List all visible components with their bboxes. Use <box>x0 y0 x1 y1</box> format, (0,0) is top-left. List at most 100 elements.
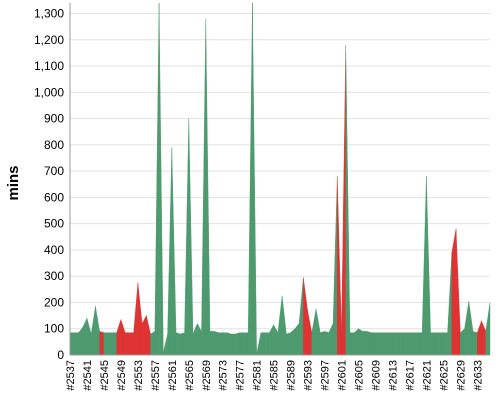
build-2555-duration[interactable] <box>146 315 151 356</box>
build-2542-duration[interactable] <box>91 306 96 356</box>
build-2615-duration[interactable] <box>400 332 406 356</box>
build-2596-duration[interactable] <box>320 331 325 356</box>
build-2557-duration[interactable] <box>154 2 160 356</box>
build-2566-duration[interactable] <box>192 323 198 356</box>
build-2540-duration[interactable] <box>82 318 88 356</box>
build-2613-duration[interactable] <box>392 332 397 356</box>
build-2544-duration[interactable] <box>99 331 105 356</box>
build-2586-duration[interactable] <box>277 295 283 356</box>
build-2543-duration[interactable] <box>95 306 100 356</box>
build-2549-duration[interactable] <box>120 319 126 356</box>
build-2541-duration[interactable] <box>86 318 92 356</box>
build-2537-duration[interactable] <box>69 332 75 356</box>
build-2619-duration[interactable] <box>417 332 423 356</box>
build-2548-duration[interactable] <box>116 319 122 356</box>
build-2625-duration[interactable] <box>443 332 448 356</box>
build-2584-duration[interactable] <box>269 324 274 356</box>
build-2538-duration[interactable] <box>74 332 79 356</box>
build-2618-duration[interactable] <box>413 332 419 356</box>
build-2568-duration[interactable] <box>201 18 206 356</box>
build-2558-duration[interactable] <box>158 2 164 356</box>
build-2610-duration[interactable] <box>379 332 385 356</box>
build-2598-duration[interactable] <box>328 323 334 356</box>
build-2587-duration[interactable] <box>281 295 287 356</box>
build-2612-duration[interactable] <box>387 332 393 356</box>
build-2629-duration[interactable] <box>460 328 465 356</box>
build-2551-duration[interactable] <box>129 332 134 356</box>
build-2592-duration[interactable] <box>303 277 308 356</box>
build-2571-duration[interactable] <box>214 331 219 356</box>
build-2574-duration[interactable] <box>226 332 232 356</box>
build-2626-duration[interactable] <box>447 252 453 356</box>
build-2554-duration[interactable] <box>141 315 147 356</box>
build-2581-duration[interactable] <box>256 332 262 356</box>
build-2605-duration[interactable] <box>358 328 363 356</box>
build-2599-duration[interactable] <box>332 176 338 356</box>
build-2564-duration[interactable] <box>184 118 189 356</box>
build-2561-duration[interactable] <box>171 147 177 356</box>
build-2567-duration[interactable] <box>197 323 202 356</box>
build-2575-duration[interactable] <box>231 333 236 356</box>
build-2570-duration[interactable] <box>209 331 215 356</box>
build-2604-duration[interactable] <box>354 328 359 356</box>
build-2606-duration[interactable] <box>362 331 368 356</box>
build-2600-duration[interactable] <box>337 176 342 356</box>
build-2631-duration[interactable] <box>468 301 474 356</box>
build-2573-duration[interactable] <box>222 332 228 356</box>
build-2628-duration[interactable] <box>455 228 461 356</box>
build-2560-duration[interactable] <box>167 147 173 356</box>
build-2622-duration[interactable] <box>430 332 436 356</box>
build-2545-duration[interactable] <box>103 332 109 356</box>
build-2634-duration[interactable] <box>481 320 486 356</box>
build-2579-duration[interactable] <box>247 2 253 356</box>
build-2582-duration[interactable] <box>260 332 266 356</box>
build-2562-duration[interactable] <box>175 332 181 356</box>
build-2603-duration[interactable] <box>349 332 355 356</box>
build-2539-duration[interactable] <box>78 326 83 356</box>
build-2608-duration[interactable] <box>371 332 376 356</box>
build-2546-duration[interactable] <box>107 332 113 356</box>
build-2578-duration[interactable] <box>243 332 249 356</box>
build-2585-duration[interactable] <box>273 324 279 356</box>
build-2623-duration[interactable] <box>434 332 440 356</box>
build-2547-duration[interactable] <box>112 332 117 356</box>
build-2563-duration[interactable] <box>180 332 185 356</box>
build-2633-duration[interactable] <box>477 320 482 356</box>
build-2594-duration[interactable] <box>311 308 317 356</box>
x-tick-label: #2613 <box>387 360 399 391</box>
build-2607-duration[interactable] <box>366 331 372 356</box>
build-2595-duration[interactable] <box>315 308 321 356</box>
build-2590-duration[interactable] <box>294 322 300 356</box>
build-2572-duration[interactable] <box>218 332 223 356</box>
build-2621-duration[interactable] <box>426 176 431 356</box>
build-2624-duration[interactable] <box>438 332 444 356</box>
build-2577-duration[interactable] <box>239 332 245 356</box>
build-2635-duration[interactable] <box>485 302 491 356</box>
build-2617-duration[interactable] <box>409 332 414 356</box>
build-2597-duration[interactable] <box>324 331 329 356</box>
build-2611-duration[interactable] <box>383 332 389 356</box>
build-2553-duration[interactable] <box>137 282 143 356</box>
build-2616-duration[interactable] <box>404 332 410 356</box>
build-2614-duration[interactable] <box>396 332 402 356</box>
build-2589-duration[interactable] <box>290 328 296 356</box>
build-2630-duration[interactable] <box>464 301 469 356</box>
build-2609-duration[interactable] <box>375 332 380 356</box>
build-2569-duration[interactable] <box>205 18 211 356</box>
build-2627-duration[interactable] <box>451 228 457 356</box>
build-2550-duration[interactable] <box>124 332 130 356</box>
build-2632-duration[interactable] <box>472 331 478 356</box>
build-2583-duration[interactable] <box>264 332 270 356</box>
build-2588-duration[interactable] <box>286 332 291 356</box>
build-2565-duration[interactable] <box>188 118 194 356</box>
build-2602-duration[interactable] <box>345 45 351 356</box>
build-2593-duration[interactable] <box>307 310 313 356</box>
build-2580-duration[interactable] <box>252 2 257 356</box>
build-2556-duration[interactable] <box>150 330 156 356</box>
build-2576-duration[interactable] <box>235 332 240 356</box>
build-2601-duration[interactable] <box>341 45 346 356</box>
build-2559-duration[interactable] <box>163 333 168 356</box>
build-2620-duration[interactable] <box>421 176 427 356</box>
build-2552-duration[interactable] <box>133 282 139 356</box>
build-2591-duration[interactable] <box>298 277 304 356</box>
